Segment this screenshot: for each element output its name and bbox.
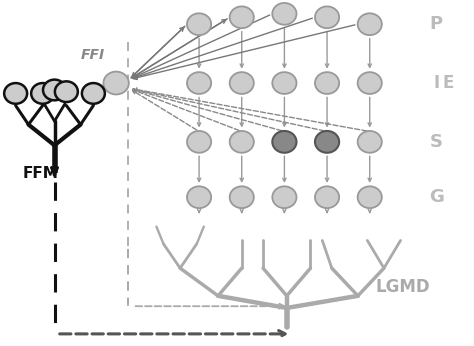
Text: P: P	[429, 15, 443, 33]
Ellipse shape	[229, 72, 254, 94]
Ellipse shape	[315, 72, 339, 94]
Ellipse shape	[229, 7, 254, 28]
Ellipse shape	[272, 72, 296, 94]
Ellipse shape	[358, 186, 382, 208]
Ellipse shape	[315, 131, 339, 153]
Ellipse shape	[4, 83, 27, 104]
Ellipse shape	[315, 186, 339, 208]
Ellipse shape	[31, 83, 54, 104]
Text: G: G	[428, 188, 444, 206]
Ellipse shape	[187, 131, 211, 153]
Ellipse shape	[272, 131, 296, 153]
Text: LGMD: LGMD	[375, 278, 430, 296]
Ellipse shape	[82, 83, 105, 104]
Text: L: L	[12, 89, 21, 104]
Ellipse shape	[187, 72, 211, 94]
Text: FFM: FFM	[22, 165, 58, 181]
Ellipse shape	[358, 13, 382, 35]
Ellipse shape	[229, 131, 254, 153]
Ellipse shape	[358, 72, 382, 94]
Ellipse shape	[229, 186, 254, 208]
Text: I: I	[433, 74, 439, 92]
Text: FFI: FFI	[81, 48, 104, 62]
Ellipse shape	[358, 131, 382, 153]
Ellipse shape	[315, 7, 339, 28]
Text: S: S	[429, 133, 443, 151]
Ellipse shape	[187, 13, 211, 35]
Text: E: E	[442, 74, 454, 92]
Ellipse shape	[43, 80, 66, 100]
Ellipse shape	[103, 72, 129, 94]
Ellipse shape	[272, 186, 296, 208]
Ellipse shape	[55, 81, 78, 102]
Ellipse shape	[272, 3, 296, 25]
Ellipse shape	[187, 186, 211, 208]
